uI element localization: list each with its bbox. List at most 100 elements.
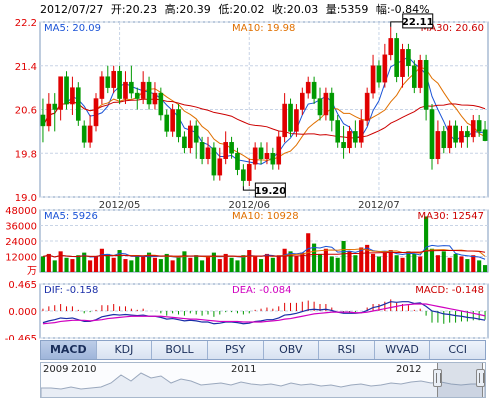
tab-psy[interactable]: PSY [208,341,264,359]
time-navigator[interactable]: 2009 2010 2011 2012 [40,362,486,398]
macd-y-tick: -0.465 [5,334,37,340]
ma30-line [42,98,486,139]
candle-body [140,81,146,99]
volume-bar [188,257,193,272]
tab-boll[interactable]: BOLL [152,341,208,359]
volume-bar [229,257,234,272]
volume-bar [482,265,488,272]
price-y-tick: 20.6 [15,106,37,117]
volume-bar [477,260,482,272]
volume-bar [152,257,158,272]
volume-bar [418,256,423,272]
volume-bar [58,251,63,272]
candle-body [134,92,140,99]
tab-wvad[interactable]: WVAD [375,341,431,359]
tab-rsi[interactable]: RSI [319,341,375,359]
volume-bar [276,255,281,272]
tab-obv[interactable]: OBV [264,341,320,359]
volume-bar [365,244,370,272]
candle-body [76,87,81,121]
volume-bar [135,255,140,272]
volume-y-tick: 24000 [5,237,37,248]
candle-body [358,120,364,143]
price-y-tick: 19.0 [15,193,37,204]
candle-body [223,142,228,159]
volume-bar [111,257,116,272]
candle-body [329,92,335,121]
volume-bar [176,256,181,272]
indicator-tabs: MACD KDJ BOLL PSY OBV RSI WVAD CCI [40,340,486,360]
candle-body [470,120,476,138]
volume-bar [52,260,57,272]
high-callout-box [402,13,434,29]
volume-bar [82,252,87,272]
candle-body [205,147,211,159]
candle-body [376,65,382,83]
volume-bar [370,253,376,272]
high-callout: 22.11 [402,17,434,28]
navigator-left-handle[interactable] [433,369,442,387]
volume-bar [40,256,46,272]
volume-bar [93,256,99,272]
candle-body [465,131,470,138]
volume-bar [359,247,364,272]
tab-cci[interactable]: CCI [448,343,467,356]
dif-label: DIF: -0.158 [44,285,98,296]
candle-body [382,54,388,83]
candle-body [453,125,458,143]
volume-bar [105,253,110,272]
navigator-year: 2009 [43,364,69,375]
volume-bar [447,257,452,272]
tab-macd[interactable]: MACD [41,341,97,359]
volume-bar [459,256,464,272]
candle-body [364,92,370,121]
candle-body [235,153,240,170]
candle-body [370,65,376,94]
candle-body [252,147,258,165]
candle-body [64,76,69,105]
candle-body [335,120,340,143]
candle-body [117,70,122,99]
volume-bar [258,259,264,272]
volume-ma30-label: MA30: 12547 [417,211,484,222]
volume-bar [99,248,104,272]
volume-bar [270,257,275,272]
volume-ma10-label: MA10: 10928 [232,211,299,222]
candle-body [417,60,423,88]
tab-kdj[interactable]: KDJ [97,341,153,359]
volume-bar [435,255,440,272]
volume-bar [329,256,334,272]
ma5-label: MA5: 20.09 [44,23,101,34]
navigator-right-handle[interactable] [476,369,485,387]
candle-body [294,109,299,132]
candle-body [341,142,346,149]
quote-change: 幅:-0.84% [375,3,430,16]
candle-body [347,131,352,149]
candle-body [482,129,488,141]
volume-bar [341,241,346,272]
volume-y-tick: 12000 [5,253,37,264]
navigator-year: 2012 [396,364,422,375]
candle-body [58,76,63,110]
candle-body [129,81,134,94]
stock-chart[interactable]: 22.2 21.4 20.6 19.8 19.0 2012/05 2012/06 2012/0… [0,0,492,340]
navigator-selection-window[interactable] [437,363,483,397]
volume-bar [406,251,411,272]
candle-body [476,120,482,132]
candle-body [211,147,217,176]
volume-bar [129,260,134,272]
candle-body [311,81,317,99]
volume-bar [424,216,429,272]
candle-body [423,60,429,110]
candle-body [241,169,246,181]
volume-ma30-line [42,249,486,258]
candle-body [105,76,111,88]
volume-bar [235,260,240,272]
navigator-overview-line [41,372,485,397]
volume-bar [471,255,476,272]
price-y-tick: 19.8 [15,149,37,160]
dea-label: DEA: -0.084 [232,285,291,296]
volume-bar [253,256,258,272]
candle-body [394,38,399,77]
volume-bar [205,256,211,272]
